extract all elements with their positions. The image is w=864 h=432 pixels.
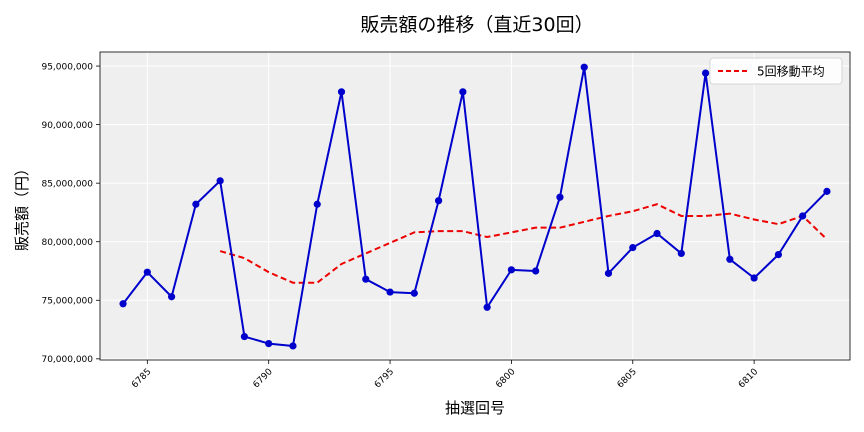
data-point-sales: [653, 229, 661, 238]
data-point-sales: [434, 197, 443, 205]
data-point-sales: [337, 88, 346, 96]
y-tick-label: 95,000,000: [41, 62, 93, 72]
data-point-sales: [677, 249, 685, 258]
y-tick-label: 85,000,000: [41, 179, 93, 189]
data-point-sales: [168, 293, 176, 301]
y-tick-label: 90,000,000: [41, 121, 93, 131]
data-point-sales: [265, 340, 273, 348]
data-point-sales: [483, 303, 491, 311]
data-point-sales: [192, 200, 200, 208]
data-point-sales: [289, 342, 297, 350]
data-point-sales: [629, 243, 637, 252]
y-tick-label: 70,000,000: [41, 355, 93, 365]
legend-box: [709, 57, 843, 85]
data-point-sales: [143, 268, 151, 276]
data-point-sales: [313, 200, 321, 208]
data-point-sales: [386, 288, 394, 296]
data-point-sales: [459, 88, 467, 96]
data-point-sales: [240, 332, 249, 341]
data-point-sales: [362, 275, 370, 283]
y-axis-title: 販売額（円）: [13, 161, 31, 251]
data-point-sales: [823, 187, 831, 195]
data-point-sales: [532, 267, 540, 275]
data-point-sales: [580, 63, 588, 71]
series-line-moving-average: [219, 203, 828, 284]
data-point-sales: [701, 69, 710, 77]
legend: 5回移動平均: [709, 57, 843, 85]
data-point-sales: [750, 274, 758, 282]
data-point-sales: [799, 212, 807, 220]
data-point-sales: [556, 193, 564, 201]
data-point-sales: [726, 255, 734, 263]
series-line-sales: [122, 66, 828, 347]
y-axis-ticks: 70,000,000 75,000,000 80,000,000 85,000,000…: [41, 62, 100, 365]
y-tick-label: 75,000,000: [41, 296, 93, 306]
plot-frame: [99, 51, 851, 361]
chart-title: 販売額の推移（直近30回）: [360, 14, 593, 36]
data-point-sales: [119, 300, 127, 308]
data-point-sales: [604, 269, 613, 277]
data-point-sales: [410, 289, 418, 297]
data-point-sales: [216, 177, 224, 185]
x-axis-title: 抽選回号: [445, 399, 505, 417]
data-point-sales: [507, 266, 516, 274]
series-layer: [119, 63, 831, 350]
legend-label-moving-average: 5回移動平均: [757, 65, 825, 79]
y-tick-label: 80,000,000: [41, 238, 93, 248]
data-point-sales: [774, 251, 782, 259]
grid-lines: [100, 52, 850, 360]
